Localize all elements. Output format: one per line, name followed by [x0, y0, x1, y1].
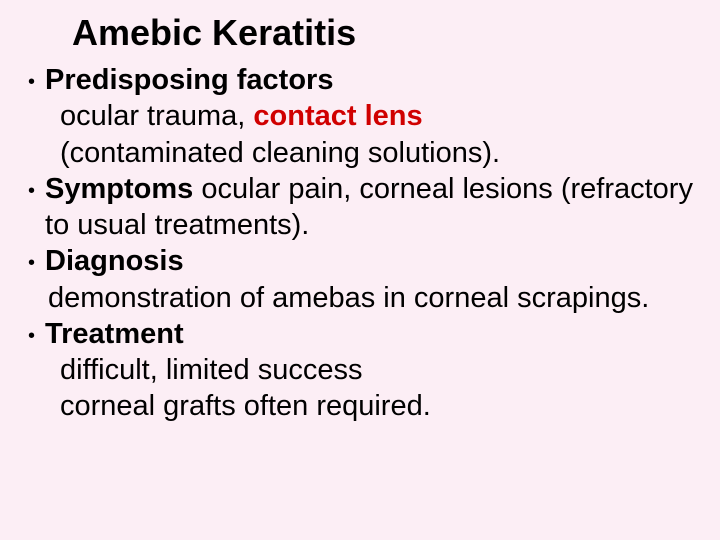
bullet-2-content: Symptoms ocular pain, corneal lesions (r… — [45, 171, 700, 244]
bullet-3-line-1: demonstration of amebas in corneal scrap… — [48, 280, 700, 316]
bullet-3-heading: Diagnosis — [45, 243, 184, 279]
bullet-marker: • — [28, 72, 35, 92]
bullet-4: • Treatment — [20, 316, 700, 352]
bullet-1-line-2: (contaminated cleaning solutions). — [60, 135, 700, 171]
bullet-4-line-1: difficult, limited success — [60, 352, 700, 388]
bullet-1: • Predisposing factors — [20, 62, 700, 98]
heading-text: Symptoms — [45, 173, 193, 205]
slide-title: Amebic Keratitis — [72, 12, 700, 54]
heading-text: Treatment — [45, 318, 184, 350]
bullet-marker: • — [28, 253, 35, 273]
bullet-1-heading: Predisposing factors — [45, 62, 333, 98]
line-highlight: contact lens — [253, 100, 422, 132]
bullet-3: • Diagnosis — [20, 243, 700, 279]
heading-text: Diagnosis — [45, 245, 184, 277]
bullet-1-line-1: ocular trauma, contact lens — [60, 98, 700, 134]
bullet-4-heading: Treatment — [45, 316, 184, 352]
heading-text: Predisposing factors — [45, 64, 333, 96]
line-prefix: ocular trauma, — [60, 100, 253, 132]
bullet-4-line-2: corneal grafts often required. — [60, 388, 700, 424]
bullet-2: • Symptoms ocular pain, corneal lesions … — [20, 171, 700, 244]
bullet-marker: • — [28, 181, 35, 201]
bullet-marker: • — [28, 326, 35, 346]
